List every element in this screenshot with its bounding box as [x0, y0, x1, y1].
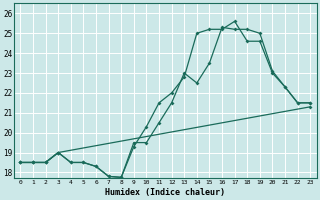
- X-axis label: Humidex (Indice chaleur): Humidex (Indice chaleur): [105, 188, 225, 197]
